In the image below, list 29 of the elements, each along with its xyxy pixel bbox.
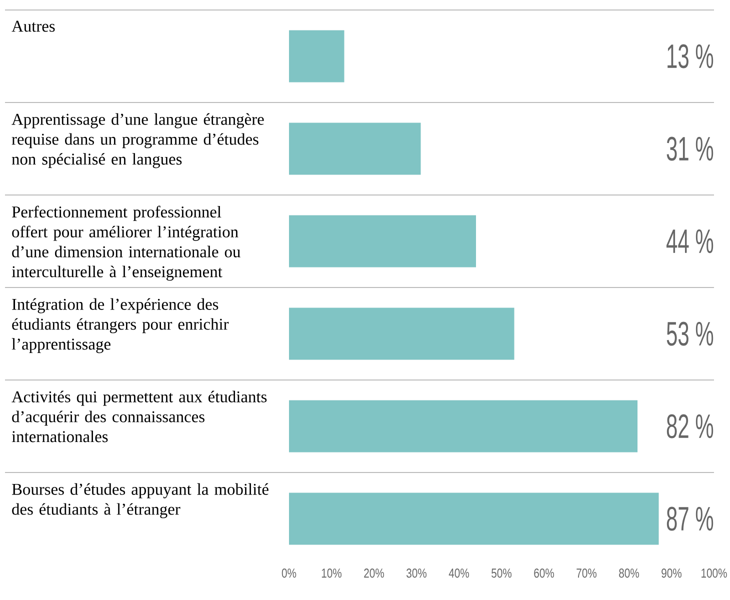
data-label: 53 % (666, 322, 714, 346)
x-tick-label: 80% (619, 568, 639, 578)
x-tick-label: 60% (534, 568, 554, 578)
bar (288, 400, 638, 452)
y-tick-label: Perfectionnement professionnel offert pour améliorer l’intégration d’une dimension internationale ou interculturelle à l’enseignement (12, 206, 240, 281)
bar (288, 30, 344, 82)
y-tick-label: Autres (12, 20, 55, 32)
x-tick-label: 0% (282, 568, 296, 578)
y-tick-label: Activités qui permettent aux étudiants d’acquérir des connaissances internationales (12, 390, 267, 442)
x-tick-label: 90% (662, 568, 682, 578)
data-label: 13 % (668, 44, 714, 68)
y-tick-label: Intégration de l’expérience des étudiants étrangers pour enrichir l’apprentissage (12, 298, 229, 354)
x-tick-label: 40% (448, 568, 469, 578)
bar (288, 215, 476, 268)
x-tick-label: 10% (322, 568, 342, 578)
x-tick-label: 20% (364, 568, 384, 578)
y-tick-label: Bourses d’études appuyant la mobilité des étudiants à l’étranger (12, 483, 268, 518)
x-tick-label: 30% (406, 568, 426, 578)
bar (288, 122, 421, 175)
x-tick-label: 100% (702, 568, 727, 578)
data-label: 44 % (666, 229, 714, 254)
bar (288, 308, 514, 360)
x-tick-label: 50% (492, 568, 512, 578)
data-label: 87 % (666, 506, 714, 531)
y-tick-label: Apprentissage d’une langue étrangère requise dans un programme d’études non spécialisé en langues (12, 113, 264, 168)
data-label: 82 % (666, 414, 714, 438)
data-label: 31 % (666, 136, 714, 161)
bar (288, 492, 659, 545)
x-tick-label: 70% (576, 568, 596, 578)
